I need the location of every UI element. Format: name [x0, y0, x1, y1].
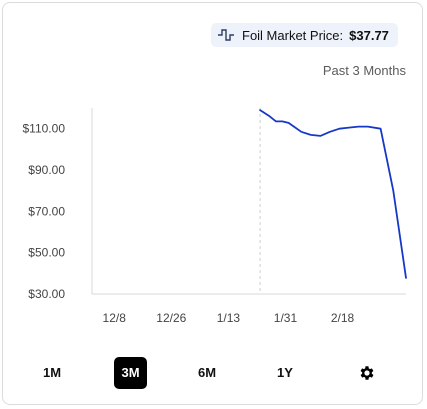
gear-icon[interactable] — [358, 364, 376, 382]
x-tick-label: 12/8 — [103, 311, 127, 325]
y-tick-label: $110.00 — [23, 122, 66, 136]
market-price-label: Foil Market Price: — [242, 27, 344, 43]
range-button-1y[interactable]: 1Y — [277, 365, 293, 380]
x-tick-label: 1/13 — [217, 311, 241, 325]
range-button-3m[interactable]: 3M — [114, 357, 147, 389]
pulse-icon — [218, 29, 234, 41]
range-button-6m[interactable]: 6M — [197, 365, 217, 380]
market-price-badge: Foil Market Price: $37.77 — [211, 23, 398, 47]
range-button-1m[interactable]: 1M — [42, 365, 62, 380]
y-tick-label: $50.00 — [28, 246, 65, 260]
period-label: Past 3 Months — [322, 63, 406, 78]
price-line-chart: $110.00 $90.00 $70.00 $50.00 $30.00 12/8 12/26… — [23, 108, 407, 325]
x-tick-label: 12/26 — [156, 311, 186, 325]
price-series-line — [259, 109, 407, 279]
x-tick-label: 2/18 — [331, 311, 355, 325]
x-tick-label: 1/31 — [274, 311, 298, 325]
y-tick-label: $30.00 — [28, 287, 65, 301]
range-selector: 1M 3M 6M 1Y — [0, 357, 427, 391]
y-tick-label: $70.00 — [28, 204, 65, 218]
price-history-card: Foil Market Price: $37.77 Past 3 Months — [2, 2, 423, 405]
market-price-value: $37.77 — [349, 27, 389, 43]
y-tick-label: $90.00 — [28, 163, 65, 177]
